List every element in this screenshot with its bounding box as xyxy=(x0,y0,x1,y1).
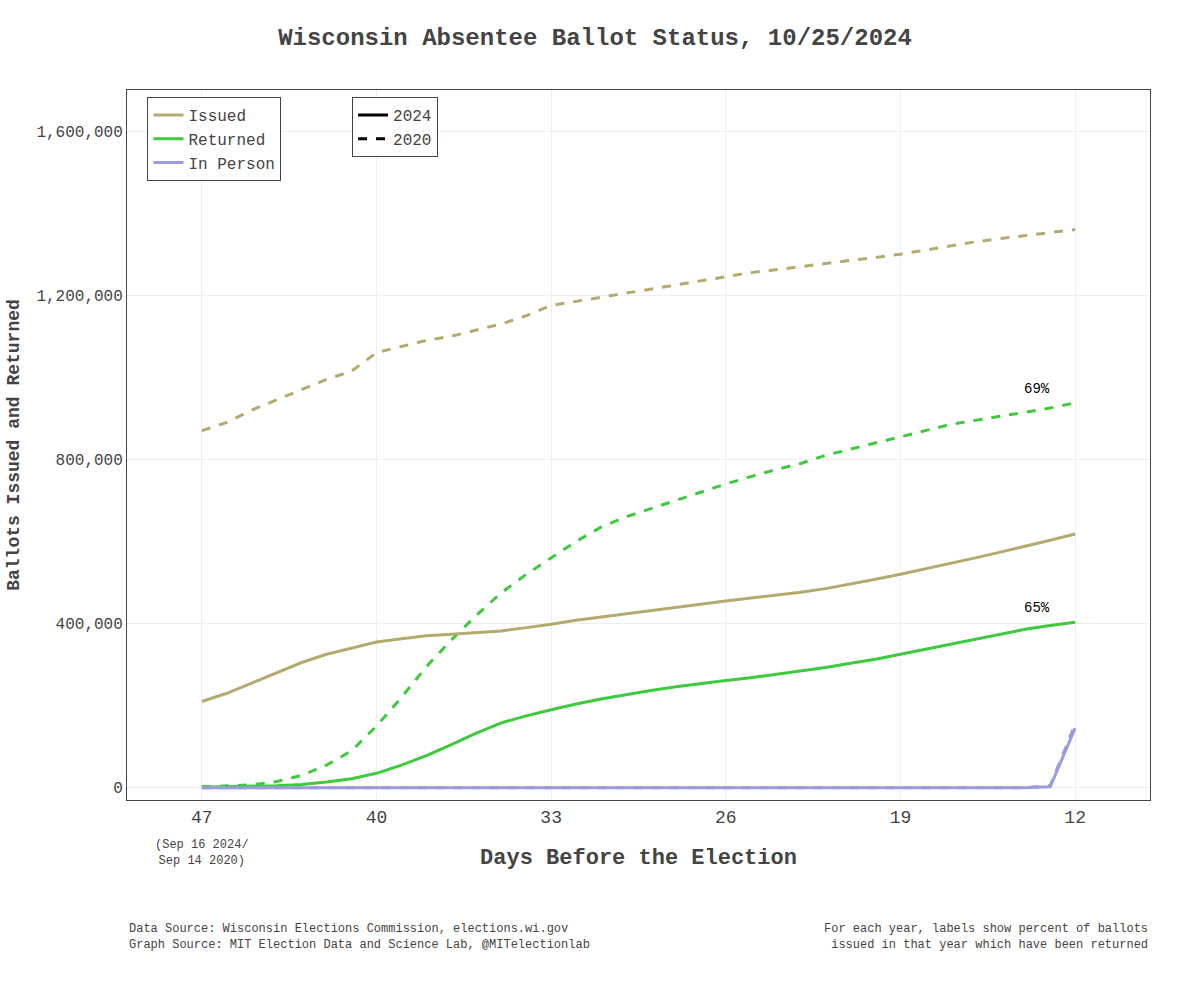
svg-text:400,000: 400,000 xyxy=(56,616,123,634)
svg-text:Data Source: Wisconsin Electio: Data Source: Wisconsin Elections Commiss… xyxy=(129,922,590,952)
svg-text:47: 47 xyxy=(191,808,213,828)
svg-text:2020: 2020 xyxy=(393,132,431,150)
svg-text:2024: 2024 xyxy=(393,108,431,126)
svg-text:19: 19 xyxy=(890,808,912,828)
svg-text:1,600,000: 1,600,000 xyxy=(36,124,122,142)
svg-text:12: 12 xyxy=(1064,808,1086,828)
svg-text:800,000: 800,000 xyxy=(56,452,123,470)
svg-text:26: 26 xyxy=(715,808,737,828)
svg-text:40: 40 xyxy=(366,808,388,828)
svg-text:0: 0 xyxy=(113,780,123,798)
svg-text:In Person: In Person xyxy=(188,156,274,174)
svg-text:Wisconsin Absentee Ballot Stat: Wisconsin Absentee Ballot Status, 10/25/… xyxy=(278,25,912,52)
svg-text:Issued: Issued xyxy=(188,108,246,126)
svg-text:Ballots Issued and Returned: Ballots Issued and Returned xyxy=(4,299,24,591)
svg-text:Days Before the Election: Days Before the Election xyxy=(480,846,797,871)
svg-text:(Sep 16 2024/Sep 14 2020): (Sep 16 2024/Sep 14 2020) xyxy=(155,838,249,868)
svg-text:69%: 69% xyxy=(1024,381,1050,397)
svg-text:Returned: Returned xyxy=(188,132,265,150)
svg-text:For each year, labels show per: For each year, labels show percent of ba… xyxy=(824,922,1148,952)
svg-text:33: 33 xyxy=(540,808,562,828)
svg-text:65%: 65% xyxy=(1024,600,1050,616)
svg-text:1,200,000: 1,200,000 xyxy=(36,288,122,306)
